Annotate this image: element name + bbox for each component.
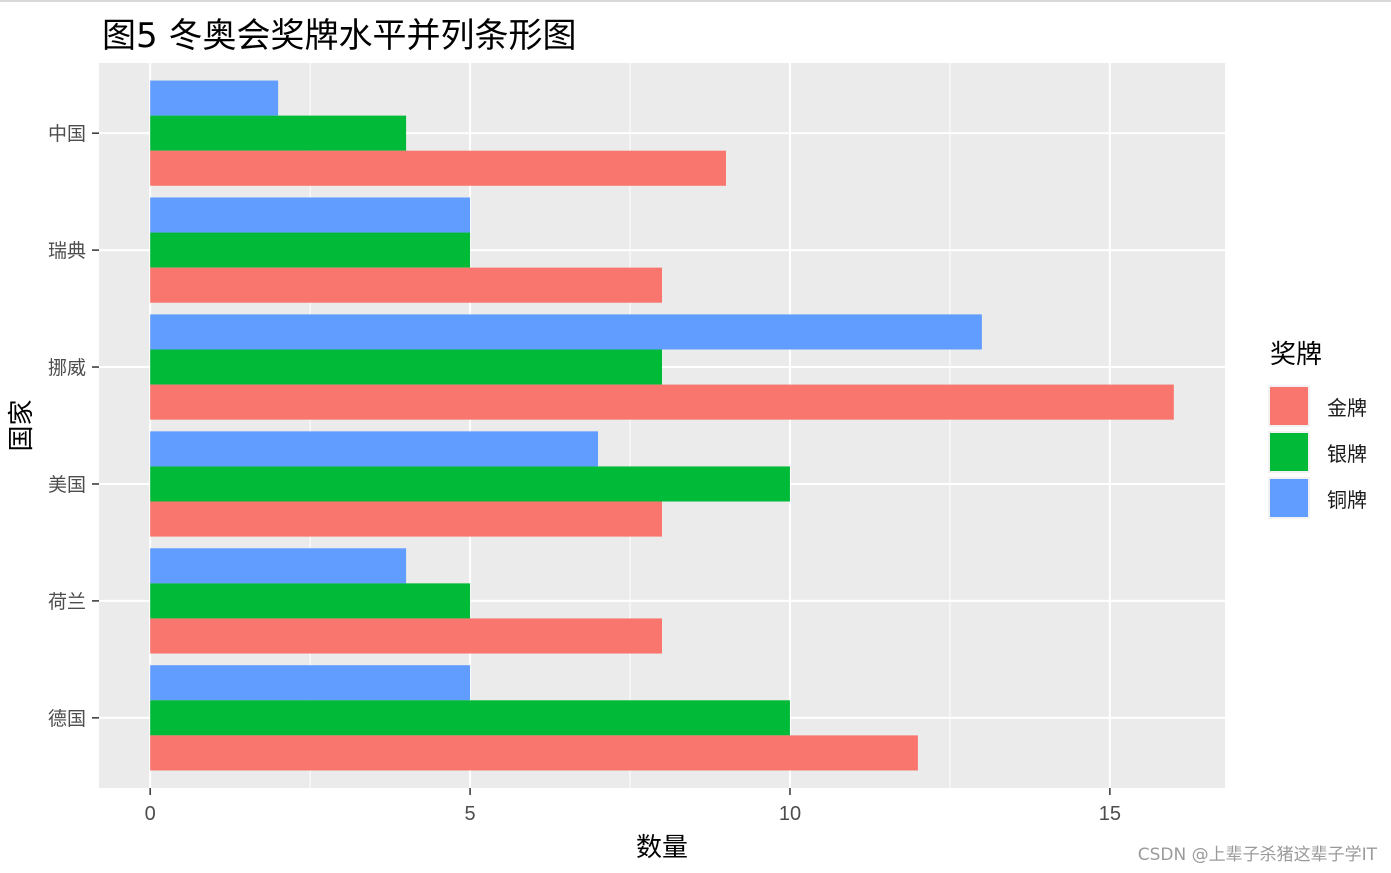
bar-bronze [150,80,279,116]
bar-bronze [150,548,407,584]
bar-gold [150,267,662,303]
legend-key-bronze [1268,477,1310,519]
legend-label-gold: 金牌 [1327,395,1367,420]
bar-bronze [150,665,471,701]
watermark: CSDN @上辈子杀猪这辈子学IT [1137,845,1377,865]
bar-silver [150,583,471,619]
x-tick-label: 0 [145,803,156,825]
y-tick-label: 中国 [48,123,86,145]
legend-item-gold: 金牌 [1268,383,1367,429]
top-border [0,0,1391,2]
y-tick-label: 德国 [48,708,86,730]
legend-item-silver: 银牌 [1268,429,1367,475]
legend-label-silver: 银牌 [1327,441,1367,466]
bar-gold [150,618,662,654]
bar-gold [150,384,1174,420]
bar-silver [150,466,790,502]
bar-bronze [150,314,982,350]
legend-title: 奖牌 [1270,340,1323,370]
y-axis-title: 国家 [7,399,37,451]
chart-title: 图5 冬奥会奖牌水平并列条形图 [102,16,577,56]
y-tick-label: 瑞典 [48,240,86,262]
bar-silver [150,349,662,385]
legend-item-bronze: 铜牌 [1268,475,1367,521]
x-tick-label: 15 [1099,803,1121,825]
legend-label-bronze: 铜牌 [1327,487,1367,512]
y-tick-label: 美国 [48,474,86,496]
x-tick-label: 5 [465,803,476,825]
x-tick-label: 10 [779,803,801,825]
bar-gold [150,501,662,537]
legend: 奖牌 金牌 银牌 铜牌 [1268,334,1367,521]
bar-silver [150,115,407,151]
y-tick-label: 挪威 [48,357,86,379]
bar-gold [150,735,918,771]
bar-bronze [150,197,471,233]
bar-silver [150,232,471,268]
bar-bronze [150,431,599,467]
x-axis-title: 数量 [636,833,688,863]
bar-gold [150,150,726,186]
legend-key-gold [1268,385,1310,427]
legend-key-silver [1268,431,1310,473]
bar-silver [150,700,790,736]
y-tick-label: 荷兰 [48,591,86,613]
